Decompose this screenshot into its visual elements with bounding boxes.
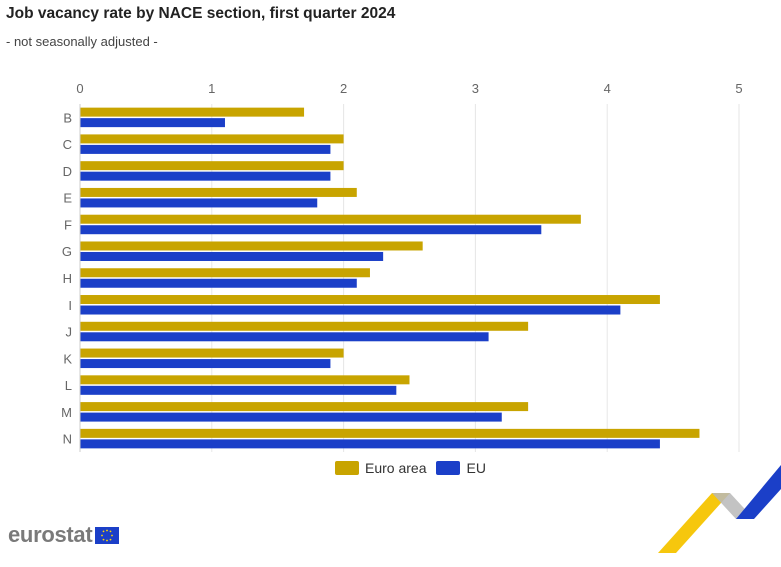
y-tick-label-N: N [63,432,72,447]
y-tick-label-M: M [61,405,72,420]
legend-swatch-eu [436,461,461,475]
eurostat-logo: eurostat [8,522,120,548]
eu-flag-icon [95,526,120,544]
bar-eu-F[interactable] [80,225,542,235]
legend: Euro area EU [335,460,486,476]
legend-item-eu[interactable]: EU [436,460,486,476]
bar-eu-J[interactable] [80,332,489,342]
y-tick-label-J: J [66,325,73,340]
logo-text: eurostat [8,522,93,547]
bar-euro-area-B[interactable] [80,107,305,117]
bar-eu-E[interactable] [80,198,318,208]
bar-euro-area-F[interactable] [80,214,581,224]
legend-item-euro-area[interactable]: Euro area [335,460,426,476]
bar-eu-M[interactable] [80,412,502,422]
bar-eu-H[interactable] [80,278,357,288]
bar-euro-area-H[interactable] [80,268,370,278]
bar-eu-I[interactable] [80,305,621,315]
bar-eu-L[interactable] [80,385,397,395]
bar-eu-D[interactable] [80,171,331,181]
bar-euro-area-E[interactable] [80,187,357,197]
chart-title: Job vacancy rate by NACE section, first … [6,5,396,22]
bar-euro-area-L[interactable] [80,375,410,385]
y-tick-label-G: G [62,244,72,259]
bar-eu-C[interactable] [80,144,331,154]
x-tick-label: 3 [472,81,479,96]
bar-euro-area-G[interactable] [80,241,423,251]
x-tick-label: 0 [76,81,83,96]
bar-euro-area-M[interactable] [80,402,529,412]
bar-euro-area-N[interactable] [80,428,700,438]
bar-euro-area-I[interactable] [80,295,660,305]
y-tick-label-D: D [63,164,72,179]
bar-eu-N[interactable] [80,439,660,449]
legend-label-eu: EU [466,460,486,476]
y-tick-label-F: F [64,217,72,232]
y-tick-label-B: B [63,110,72,125]
y-tick-label-L: L [65,378,72,393]
y-tick-label-C: C [63,137,72,152]
chart-subtitle: - not seasonally adjusted - [6,34,158,49]
y-tick-label-K: K [63,351,72,366]
decorative-ribbon-graphic [658,465,781,553]
bar-euro-area-K[interactable] [80,348,344,358]
y-tick-label-I: I [68,298,72,313]
y-tick-label-E: E [63,191,72,206]
x-tick-label: 5 [735,81,742,96]
x-tick-label: 4 [604,81,611,96]
y-tick-label-H: H [63,271,72,286]
bar-euro-area-J[interactable] [80,321,529,331]
bar-eu-G[interactable] [80,251,384,261]
bar-euro-area-C[interactable] [80,134,344,144]
x-tick-label: 1 [208,81,215,96]
bar-euro-area-D[interactable] [80,161,344,171]
legend-label-euro-area: Euro area [365,460,427,476]
x-tick-label: 2 [340,81,347,96]
bar-eu-B[interactable] [80,118,225,128]
bar-eu-K[interactable] [80,359,331,369]
legend-swatch-euro-area [335,461,359,475]
